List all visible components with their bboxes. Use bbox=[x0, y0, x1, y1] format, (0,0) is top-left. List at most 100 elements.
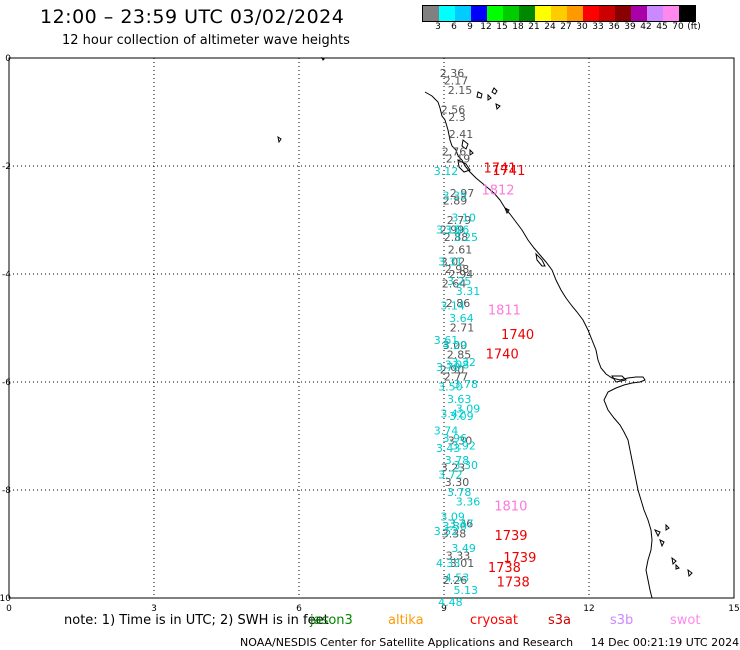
wave-height-label-gray: 2.41 bbox=[449, 128, 474, 141]
wave-height-label-gray: 2.64 bbox=[442, 278, 467, 291]
wave-height-label-cyan: 3.25 bbox=[454, 231, 479, 244]
wave-height-label-cyan: 3.12 bbox=[434, 165, 459, 178]
wave-height-label-red: 1739 bbox=[503, 551, 536, 566]
wave-height-label-gray: 2.99 bbox=[440, 224, 465, 237]
wave-height-label-cyan: 3.08 bbox=[445, 358, 470, 371]
wave-height-label-cyan: 3.31 bbox=[456, 285, 481, 298]
wave-height-label-cyan: 3.36 bbox=[456, 496, 481, 509]
wave-height-label-cyan: 5.13 bbox=[454, 584, 479, 597]
page-title: 12:00 – 23:59 UTC 03/02/2024 bbox=[40, 6, 345, 28]
note-text: note: 1) Time is in UTC; 2) SWH is in fe… bbox=[64, 613, 329, 628]
wave-height-label-cyan: 3.09 bbox=[440, 510, 465, 523]
wave-height-label-cyan: 4.29 bbox=[443, 339, 468, 352]
wave-height-label-pink: 1810 bbox=[494, 500, 527, 515]
wave-height-label-gray: 2.90 bbox=[440, 363, 465, 376]
wave-height-label-gray: 2.36 bbox=[440, 67, 465, 80]
wave-height-label-red: 1740 bbox=[486, 348, 519, 363]
wave-height-label-cyan: 4.33 bbox=[436, 557, 461, 570]
wave-height-label-cyan: 3.31 bbox=[438, 256, 463, 269]
wave-height-label-pink: 1811 bbox=[488, 304, 521, 319]
color-scale bbox=[422, 5, 696, 22]
wave-height-label-red: 1741 bbox=[492, 164, 525, 179]
legend-item-cryosat: cryosat bbox=[470, 613, 518, 628]
wave-height-label-cyan: 3.47 bbox=[449, 518, 474, 531]
wave-height-label-gray: 2.76 bbox=[442, 145, 467, 158]
wave-height-label-cyan: 3.14 bbox=[440, 300, 465, 313]
coast-islands bbox=[277, 56, 693, 578]
wave-height-label-cyan: 3.78 bbox=[445, 454, 470, 467]
x-tick-label: 0 bbox=[6, 604, 12, 614]
wave-height-label-gray: 2.56 bbox=[441, 104, 466, 117]
wave-height-label-gray: 2.15 bbox=[448, 84, 473, 97]
y-tick-label: -2 bbox=[2, 162, 11, 172]
scale-swatch bbox=[519, 6, 535, 21]
wave-height-label-cyan: 3.74 bbox=[434, 425, 459, 438]
x-tick-label: 12 bbox=[583, 604, 594, 614]
wave-height-label-gray: 3.30 bbox=[448, 434, 473, 447]
legend-item-altika: altika bbox=[388, 613, 424, 628]
wave-height-label-cyan: 3.32 bbox=[451, 356, 476, 369]
wave-height-label-cyan: 4.48 bbox=[438, 596, 463, 609]
scale-label: 39 bbox=[624, 22, 636, 32]
wave-height-label-cyan: 3.78 bbox=[447, 486, 472, 499]
scale-label: 45 bbox=[656, 22, 668, 32]
scale-swatch bbox=[647, 6, 663, 21]
footer: NOAA/NESDIS Center for Satellite Applica… bbox=[240, 636, 739, 649]
scale-swatch bbox=[551, 6, 567, 21]
wave-height-label-gray: 2.94 bbox=[449, 268, 474, 281]
wave-height-label-cyan: 3.09 bbox=[449, 410, 474, 423]
wave-height-label-cyan: 3.25 bbox=[447, 275, 472, 288]
scale-swatch bbox=[487, 6, 503, 21]
footer-credit: NOAA/NESDIS Center for Satellite Applica… bbox=[240, 636, 574, 649]
wave-height-label-gray: 3.36 bbox=[449, 518, 474, 531]
wave-height-label-cyan: 3.92 bbox=[451, 439, 476, 452]
scale-swatch bbox=[503, 6, 519, 21]
x-tick-label: 15 bbox=[728, 604, 739, 614]
x-tick-label: 3 bbox=[151, 604, 157, 614]
wave-height-label-gray: 2.19 bbox=[446, 153, 471, 166]
wave-height-label-cyan: 3.52 bbox=[434, 525, 459, 538]
x-tick-label: 6 bbox=[296, 604, 302, 614]
scale-label: 21 bbox=[528, 22, 540, 32]
wave-height-label-cyan: 3.96 bbox=[443, 432, 468, 445]
wave-height-label-cyan: 3.15 bbox=[436, 224, 461, 237]
scale-label: 36 bbox=[608, 22, 620, 32]
wave-height-label-cyan: 3.78 bbox=[436, 361, 461, 374]
wave-height-label-cyan: 3.10 bbox=[451, 211, 476, 224]
wave-height-label-gray: 2.97 bbox=[450, 187, 475, 200]
wave-height-label-cyan: 3.30 bbox=[454, 459, 479, 472]
scale-swatch bbox=[583, 6, 599, 21]
wave-height-label-gray: 3.33 bbox=[446, 550, 471, 563]
legend-item-swot: swot bbox=[670, 613, 701, 628]
wave-height-label-gray: 3.30 bbox=[445, 476, 470, 489]
wave-height-label-gray: 3.38 bbox=[442, 528, 467, 541]
wave-height-label-gray: 3.00 bbox=[443, 339, 468, 352]
scale-label: 30 bbox=[576, 22, 588, 32]
scale-swatch bbox=[663, 6, 679, 21]
wave-height-label-gray: 3.01 bbox=[450, 557, 475, 570]
y-tick-label: -8 bbox=[2, 486, 11, 496]
scale-label: 24 bbox=[544, 22, 556, 32]
scale-swatch bbox=[439, 6, 455, 21]
scale-swatch bbox=[455, 6, 471, 21]
wave-height-label-gray: 2.61 bbox=[448, 243, 473, 256]
scale-label: (ft) bbox=[687, 22, 701, 32]
legend-item-jason3: jason3 bbox=[310, 613, 353, 628]
wave-height-label-gray: 2.26 bbox=[443, 574, 468, 587]
wave-height-label-cyan: 4.53 bbox=[445, 572, 470, 585]
wave-height-label-pink: 1812 bbox=[481, 184, 514, 199]
wave-height-label-cyan: 3.72 bbox=[438, 469, 463, 482]
wave-height-label-cyan: 3.64 bbox=[449, 312, 474, 325]
scale-label: 6 bbox=[451, 22, 457, 32]
x-tick-label: 9 bbox=[441, 604, 447, 614]
axis-ticks: 0 3 6 9 12 15 0 -2 -4 -6 -8 -10 bbox=[0, 54, 740, 614]
plot-frame bbox=[8, 57, 735, 599]
scale-label: 9 bbox=[467, 22, 473, 32]
wave-height-label-cyan: 3.06 bbox=[445, 224, 470, 237]
scale-label: 33 bbox=[592, 22, 604, 32]
scale-label: 18 bbox=[512, 22, 524, 32]
wave-height-label-gray: 2.98 bbox=[445, 263, 470, 276]
wave-height-label-red: 1738 bbox=[497, 576, 530, 591]
wave-height-label-cyan: 3.61 bbox=[434, 334, 459, 347]
y-tick-label: -6 bbox=[2, 378, 11, 388]
